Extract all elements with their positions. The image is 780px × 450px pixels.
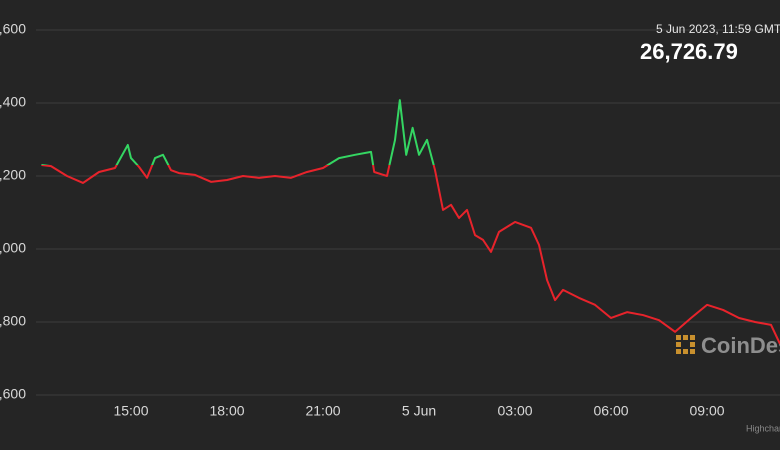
grid — [36, 29, 780, 396]
credit: Highcharts.com — [746, 423, 780, 433]
watermark: CoinDesk — [701, 333, 780, 358]
header-date: 5 Jun 2023, 11:59 GMT — [656, 22, 780, 36]
y-tick-label: 27,200 — [0, 167, 26, 183]
plot — [41, 99, 780, 345]
y-tick-label: 26,800 — [0, 313, 26, 329]
price-line — [41, 99, 780, 345]
watermark-logo — [676, 335, 695, 354]
x-tick-label: 18:00 — [209, 403, 244, 419]
x-tick-label: 5 Jun — [402, 403, 436, 419]
y-tick-label: 26,600 — [0, 386, 26, 402]
x-tick-label: 03:00 — [498, 403, 533, 419]
header-price: 26,726.79 — [640, 39, 738, 64]
x-tick-label: 15:00 — [113, 403, 148, 419]
y-tick-label: 27,000 — [0, 240, 26, 256]
x-tick-label: 06:00 — [594, 403, 629, 419]
y-tick-label: 27,600 — [0, 21, 26, 37]
y-tick-label: 27,400 — [0, 94, 26, 110]
x-tick-label: 21:00 — [305, 403, 340, 419]
x-tick-label: 09:00 — [690, 403, 725, 419]
